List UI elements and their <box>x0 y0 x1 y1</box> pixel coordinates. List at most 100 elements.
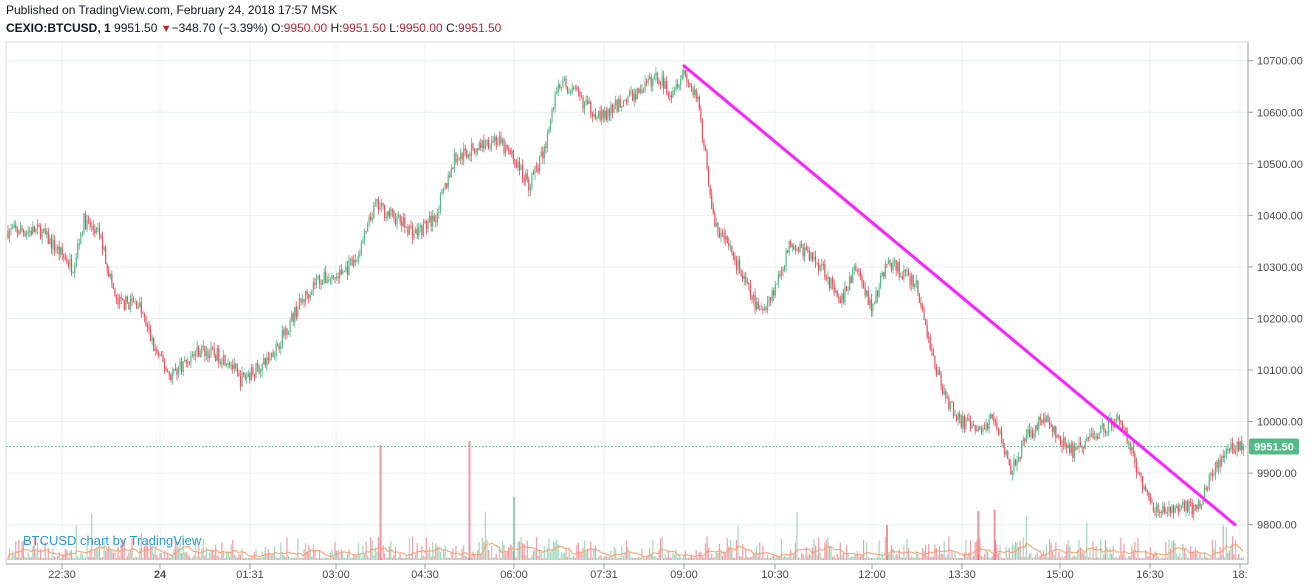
volume-bar <box>849 557 851 560</box>
volume-bar <box>997 553 1000 560</box>
volume-bar <box>33 536 35 560</box>
volume-bar <box>323 557 325 560</box>
volume-bar <box>1101 557 1103 560</box>
volume-bar <box>734 557 736 560</box>
volume-bar <box>1242 556 1244 560</box>
volume-bar <box>294 557 296 560</box>
volume-bar <box>1204 553 1206 560</box>
candle-body <box>836 290 838 298</box>
candle-body <box>89 220 91 227</box>
candle-body <box>1210 473 1212 475</box>
candle-body <box>624 100 626 102</box>
volume-bar <box>156 554 158 560</box>
candle-body <box>337 276 339 279</box>
volume-bar <box>322 557 324 560</box>
volume-bar <box>24 556 26 560</box>
volume-bar <box>870 557 872 560</box>
volume-bar <box>869 557 871 560</box>
candle-body <box>12 227 14 229</box>
volume-bar <box>788 553 790 560</box>
candle-body <box>385 217 387 219</box>
volume-bar <box>690 554 693 560</box>
volume-bar <box>305 543 307 560</box>
candle-body <box>494 136 496 142</box>
candle-body <box>429 215 431 222</box>
candle-body <box>1069 444 1071 453</box>
candle-body <box>597 110 600 118</box>
y-tick-label: 10500.00 <box>1257 159 1303 171</box>
volume-bar <box>748 557 750 560</box>
candle-body <box>850 276 852 283</box>
candle-body <box>1005 451 1007 455</box>
volume-bar <box>258 557 260 560</box>
price-axis[interactable]: 10700.0010600.0010500.0010400.0010300.00… <box>1248 56 1303 532</box>
volume-bar <box>264 547 266 560</box>
time-axis[interactable]: 22:30 24 01:31 03:00 04:30 06:00 07:31 09:00 10:… <box>48 564 1248 581</box>
candle-body <box>822 264 824 266</box>
volume-bar <box>1016 542 1018 560</box>
candle-body <box>542 151 544 159</box>
candle-body <box>1075 446 1077 450</box>
candle-body <box>154 348 156 351</box>
volume-bar <box>1066 544 1068 560</box>
candle-body <box>19 227 21 234</box>
volume-bar <box>143 546 145 560</box>
candle-body <box>754 294 756 310</box>
volume-bar <box>745 548 747 560</box>
volume-bar <box>142 557 144 560</box>
candle-body <box>306 291 308 295</box>
candle-body <box>828 276 831 289</box>
volume-bar <box>260 557 262 560</box>
volume-bar <box>590 541 592 560</box>
candle-body <box>940 374 942 386</box>
candle-body <box>610 104 612 116</box>
candle-body <box>132 301 135 303</box>
volume-bar <box>69 551 71 560</box>
candle-body <box>863 283 865 288</box>
candle-body <box>661 75 663 85</box>
volume-bar <box>1227 553 1229 560</box>
volume-bar <box>1159 557 1161 560</box>
candle-body <box>464 148 466 151</box>
candle-body <box>725 236 727 240</box>
candle-body <box>821 264 823 266</box>
candle-body <box>867 290 869 306</box>
candle-body <box>308 294 310 299</box>
candle-body <box>1242 445 1244 451</box>
candle-body <box>791 245 793 248</box>
candle-body <box>872 303 874 311</box>
volume-bar <box>1061 555 1063 560</box>
volume-bar <box>952 557 955 560</box>
volume-bar <box>16 557 18 560</box>
candle-body <box>808 250 810 261</box>
candle-body <box>181 361 183 372</box>
volume-bar <box>539 549 541 560</box>
volume-bar <box>774 557 776 560</box>
candle-body <box>861 276 863 284</box>
candle-body <box>98 227 101 237</box>
candle-body <box>814 256 817 263</box>
candle-body <box>898 262 900 277</box>
volume-bar <box>312 544 314 560</box>
candle-body <box>911 275 913 286</box>
candle-body <box>1053 426 1055 433</box>
volume-bar <box>367 555 369 560</box>
volume-bar <box>920 557 922 560</box>
candle-body <box>264 358 266 366</box>
volume-bar <box>193 555 195 560</box>
candle-body <box>340 269 342 275</box>
symbol-label[interactable]: CEXIO:BTCUSD, 1 <box>6 21 111 35</box>
candle-body <box>460 153 462 160</box>
volume-bar <box>243 557 245 560</box>
candle-body <box>1030 430 1032 437</box>
candle-body <box>230 365 232 367</box>
candle-body <box>315 278 318 285</box>
candle-body <box>346 266 349 275</box>
volume-bar <box>430 556 432 560</box>
volume-bar <box>740 556 742 560</box>
candle-body <box>562 80 564 87</box>
volume-bar <box>661 536 663 560</box>
candle-body <box>210 347 212 355</box>
candle-body <box>137 307 139 309</box>
